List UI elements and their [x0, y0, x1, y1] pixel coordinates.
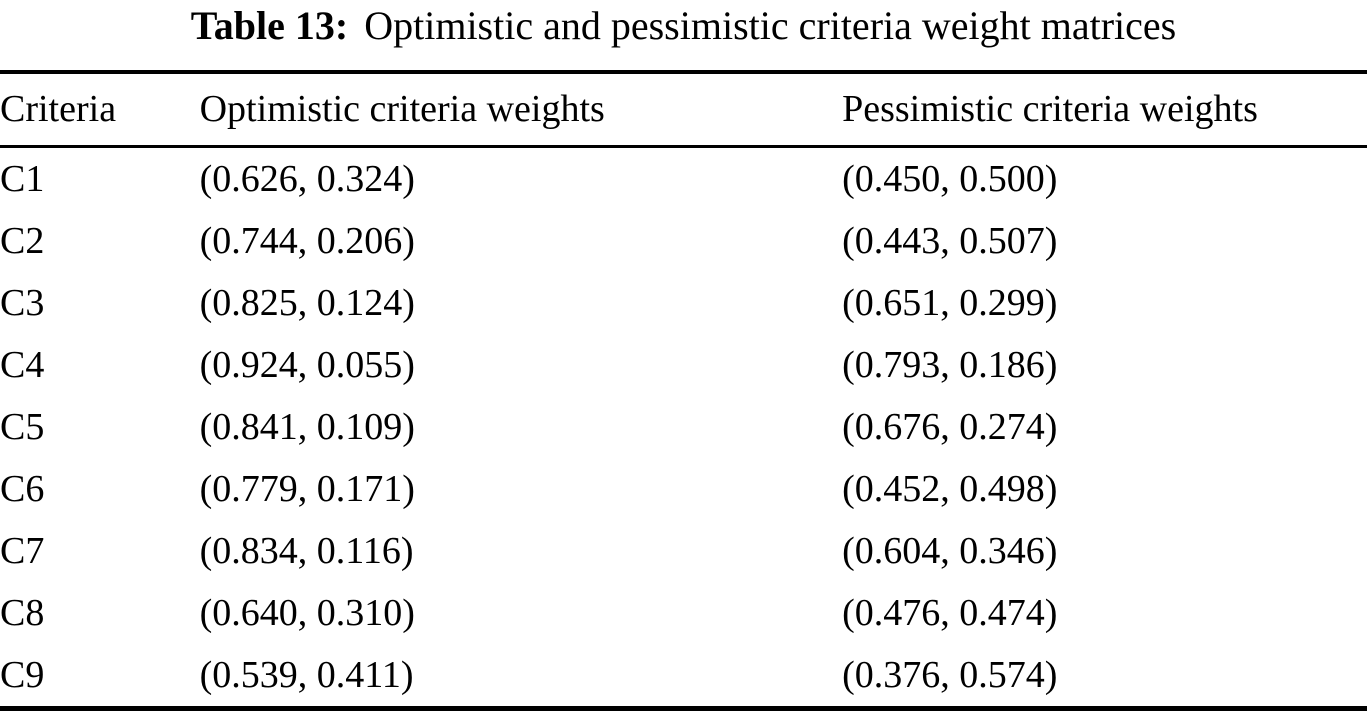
table-row: C2 (0.744, 0.206) (0.443, 0.507) [0, 210, 1367, 272]
criteria-cell: C4 [0, 344, 45, 386]
pessimistic-cell: (0.604, 0.346) [842, 530, 1058, 572]
criteria-cell: C7 [0, 530, 45, 572]
column-header-pessimistic: Pessimistic criteria weights [842, 72, 1367, 148]
criteria-cell: C5 [0, 406, 45, 448]
table-row: C9 (0.539, 0.411) (0.376, 0.574) [0, 644, 1367, 709]
table-row: C3 (0.825, 0.124) (0.651, 0.299) [0, 272, 1367, 334]
pessimistic-cell: (0.443, 0.507) [842, 220, 1058, 262]
table-header-row: Criteria Optimistic criteria weights Pes… [0, 72, 1367, 148]
pessimistic-cell: (0.450, 0.500) [842, 158, 1058, 200]
optimistic-cell: (0.626, 0.324) [199, 158, 415, 200]
table-row: C5 (0.841, 0.109) (0.676, 0.274) [0, 396, 1367, 458]
table-caption-text: Optimistic and pessimistic criteria weig… [364, 3, 1177, 48]
pessimistic-cell: (0.476, 0.474) [842, 592, 1058, 634]
optimistic-cell: (0.924, 0.055) [199, 344, 415, 386]
table-row: C1 (0.626, 0.324) (0.450, 0.500) [0, 147, 1367, 211]
column-header-optimistic: Optimistic criteria weights [199, 72, 843, 148]
criteria-cell: C1 [0, 158, 45, 200]
table-caption: Table 13: Optimistic and pessimistic crit… [0, 0, 1367, 50]
criteria-cell: C9 [0, 654, 45, 696]
optimistic-cell: (0.539, 0.411) [199, 654, 414, 696]
criteria-weights-table: Criteria Optimistic criteria weights Pes… [0, 70, 1367, 711]
pessimistic-cell: (0.676, 0.274) [842, 406, 1058, 448]
pessimistic-cell: (0.793, 0.186) [842, 344, 1058, 386]
table-row: C7 (0.834, 0.116) (0.604, 0.346) [0, 520, 1367, 582]
table-row: C4 (0.924, 0.055) (0.793, 0.186) [0, 334, 1367, 396]
table-header: Criteria Optimistic criteria weights Pes… [0, 72, 1367, 148]
table-row: C8 (0.640, 0.310) (0.476, 0.474) [0, 582, 1367, 644]
optimistic-cell: (0.779, 0.171) [199, 468, 415, 510]
optimistic-cell: (0.834, 0.116) [199, 530, 414, 572]
optimistic-cell: (0.841, 0.109) [199, 406, 415, 448]
pessimistic-cell: (0.452, 0.498) [842, 468, 1058, 510]
optimistic-cell: (0.640, 0.310) [199, 592, 415, 634]
optimistic-cell: (0.744, 0.206) [199, 220, 415, 262]
criteria-cell: C8 [0, 592, 45, 634]
table-row: C6 (0.779, 0.171) (0.452, 0.498) [0, 458, 1367, 520]
column-header-criteria: Criteria [0, 72, 200, 148]
criteria-cell: C2 [0, 220, 45, 262]
pessimistic-cell: (0.376, 0.574) [842, 654, 1058, 696]
table-caption-label: Table 13: [190, 3, 349, 48]
table-body: C1 (0.626, 0.324) (0.450, 0.500) C2 (0.7… [0, 147, 1367, 709]
criteria-cell: C3 [0, 282, 45, 324]
optimistic-cell: (0.825, 0.124) [199, 282, 415, 324]
pessimistic-cell: (0.651, 0.299) [842, 282, 1058, 324]
criteria-cell: C6 [0, 468, 45, 510]
